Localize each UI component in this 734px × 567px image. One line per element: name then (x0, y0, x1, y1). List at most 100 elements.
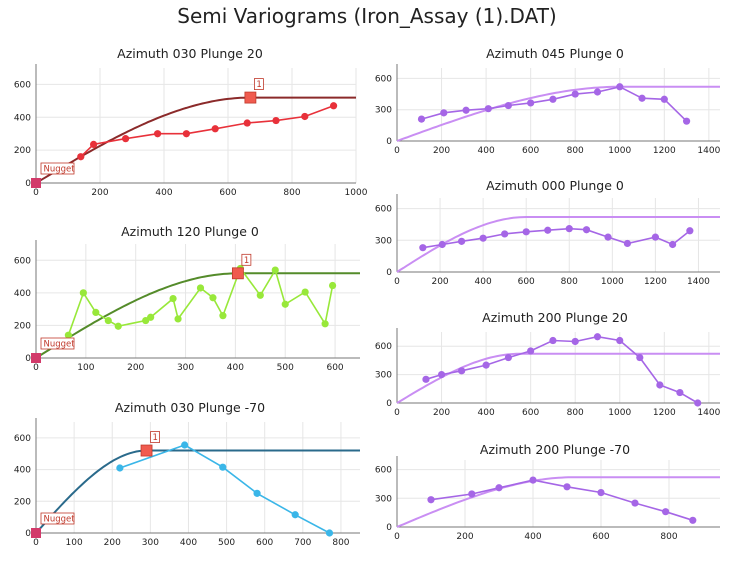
y-tick-label: 0 (386, 268, 392, 278)
experimental-point (686, 227, 694, 235)
range-marker (231, 267, 244, 280)
x-tick-label: 500 (277, 363, 294, 373)
model-variogram-line (396, 476, 720, 528)
experimental-variogram-line (119, 444, 330, 534)
y-tick-label: 400 (14, 466, 31, 476)
experimental-point (527, 99, 535, 107)
experimental-point (651, 233, 659, 241)
experimental-point (417, 115, 426, 123)
experimental-point (328, 281, 337, 290)
experimental-variogram-line (422, 227, 691, 249)
experimental-point (256, 291, 264, 299)
y-tick-label: 400 (14, 113, 31, 123)
panel-title: Azimuth 120 Plunge 0 (121, 224, 259, 239)
experimental-point (92, 308, 100, 316)
experimental-point (565, 225, 573, 233)
experimental-point (438, 240, 446, 249)
x-tick-label: 0 (394, 408, 400, 418)
x-tick-label: 400 (524, 532, 541, 542)
variogram-panel-az200-pl20: Azimuth 200 Plunge 20 0 200 400 600 800 1000 12… (375, 310, 721, 418)
nugget-marker (31, 178, 41, 188)
nugget-marker (31, 528, 41, 538)
x-tick-label: 0 (33, 188, 39, 198)
experimental-point (219, 312, 227, 320)
x-tick-label: 200 (433, 408, 450, 418)
nugget-label-box (40, 512, 75, 525)
nugget-label: Nugget (44, 165, 76, 175)
experimental-point (211, 125, 219, 133)
variogram-panel-az030-pl20: Azimuth 030 Plunge 20 0 200 400 600 800 1000 0 2… (14, 46, 368, 198)
x-tick-label: 400 (227, 363, 244, 373)
experimental-point (219, 463, 227, 471)
variogram-panel-az200-pl-70: Azimuth 200 Plunge -70 0 200 400 600 800 0 300 6… (375, 442, 720, 542)
x-tick-label: 500 (218, 538, 235, 548)
experimental-point (253, 489, 261, 497)
experimental-point (437, 371, 446, 379)
variogram-panel-az120-pl0: Azimuth 120 Plunge 0 0 100 200 300 400 500 600 0… (14, 224, 360, 373)
x-tick-label: 1400 (697, 408, 720, 418)
variogram-panel-az045-pl0: Azimuth 045 Plunge 0 0 200 400 600 800 1000 120… (375, 46, 721, 156)
experimental-point (291, 511, 299, 519)
model-variogram-line (396, 216, 720, 273)
range-marker (140, 444, 153, 457)
experimental-point (321, 320, 329, 328)
variogram-panel-az030-pl-70: Azimuth 030 Plunge -70 0 100 200 300 400 500 60… (14, 400, 360, 548)
model-variogram-line (35, 96, 356, 184)
x-tick-label: 200 (433, 146, 450, 156)
experimental-point (689, 516, 697, 524)
x-tick-label: 0 (394, 532, 400, 542)
experimental-point (662, 508, 670, 516)
x-tick-label: 200 (91, 188, 108, 198)
y-tick-label: 600 (14, 256, 31, 266)
model-variogram-line (35, 449, 360, 534)
experimental-point (527, 347, 535, 355)
panel-title: Azimuth 200 Plunge 20 (482, 310, 628, 325)
experimental-point (243, 119, 251, 127)
experimental-point (593, 88, 602, 96)
experimental-point (571, 90, 579, 98)
x-tick-label: 600 (518, 277, 535, 287)
experimental-point (597, 488, 605, 497)
experimental-point (427, 496, 435, 504)
x-tick-label: 0 (33, 538, 39, 548)
experimental-point (209, 294, 217, 302)
range-label-box (253, 78, 264, 90)
nugget-label: Nugget (44, 340, 76, 350)
experimental-point (271, 266, 279, 274)
experimental-point (196, 284, 205, 292)
x-tick-label: 800 (567, 146, 584, 156)
experimental-point (504, 353, 512, 362)
x-tick-label: 200 (431, 277, 448, 287)
range-label: 1 (153, 433, 158, 443)
experimental-point (325, 529, 334, 537)
x-tick-label: 400 (478, 146, 495, 156)
x-tick-label: 400 (478, 408, 495, 418)
x-tick-label: 200 (127, 363, 144, 373)
experimental-point (422, 375, 430, 383)
y-tick-label: 200 (14, 321, 31, 331)
x-tick-label: 200 (456, 532, 473, 542)
experimental-point (301, 288, 309, 296)
range-label-box (150, 431, 160, 443)
experimental-point (501, 230, 509, 238)
model-variogram-line (35, 272, 360, 359)
x-tick-label: 800 (332, 538, 349, 548)
x-tick-label: 0 (394, 277, 400, 287)
range-label: 1 (244, 256, 249, 266)
experimental-point (522, 228, 530, 236)
x-tick-label: 800 (567, 408, 584, 418)
panel-title: Azimuth 000 Plunge 0 (486, 178, 624, 193)
y-tick-label: 300 (375, 236, 392, 246)
range-marker (244, 91, 257, 104)
experimental-point (636, 353, 644, 362)
y-tick-label: 600 (375, 74, 392, 84)
x-tick-label: 600 (256, 538, 273, 548)
experimental-point (174, 315, 182, 323)
experimental-point (281, 300, 289, 308)
y-tick-label: 300 (375, 371, 392, 381)
experimental-point (77, 153, 85, 161)
y-tick-label: 200 (14, 497, 31, 507)
experimental-point (169, 294, 177, 303)
x-tick-label: 400 (155, 188, 172, 198)
experimental-point (682, 117, 691, 125)
